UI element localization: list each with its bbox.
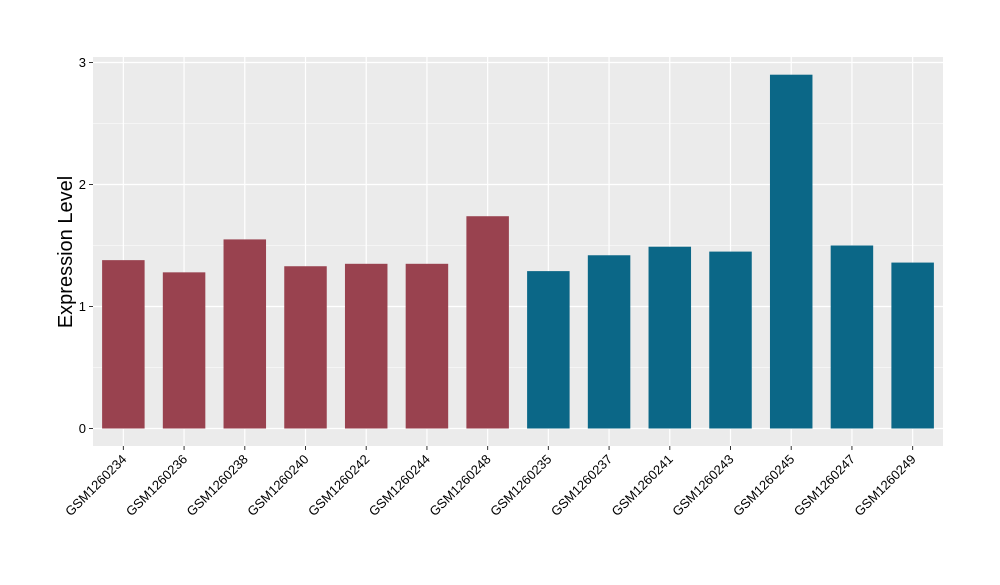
bar-GSM1260240 (284, 266, 327, 429)
bar-GSM1260236 (162, 272, 206, 429)
x-tick-label: GSM1260245 (730, 452, 797, 519)
bar-GSM1260247 (830, 245, 874, 429)
x-tick-label: GSM1260238 (184, 452, 251, 519)
bar-GSM1260249 (891, 262, 934, 429)
x-tick-label: GSM1260236 (123, 452, 190, 519)
x-tick-label: GSM1260244 (366, 452, 433, 519)
x-tick-label: GSM1260235 (487, 452, 554, 519)
bar-GSM1260244 (405, 263, 449, 429)
bars (102, 74, 934, 429)
plot-panel (93, 57, 943, 446)
bar-GSM1260234 (102, 260, 145, 429)
x-tick-label: GSM1260248 (426, 452, 493, 519)
bar-GSM1260248 (466, 216, 509, 429)
x-tick-label: GSM1260247 (791, 452, 858, 519)
x-tick-label: GSM1260249 (851, 452, 918, 519)
bar-GSM1260243 (709, 251, 752, 429)
y-tick-label: 0 (79, 421, 86, 436)
bar-GSM1260245 (769, 74, 813, 429)
x-tick-label: GSM1260242 (305, 452, 372, 519)
y-axis-label: Expression Level (55, 176, 77, 328)
x-tick-label: GSM1260240 (244, 452, 311, 519)
bar-GSM1260235 (527, 271, 570, 429)
x-tick-label: GSM1260243 (669, 452, 736, 519)
x-tick-label: GSM1260241 (609, 452, 676, 519)
y-tick-label: 2 (79, 177, 86, 192)
bar-GSM1260237 (587, 255, 631, 429)
bar-GSM1260242 (344, 263, 388, 429)
x-tick-label: GSM1260237 (548, 452, 615, 519)
y-tick-label: 1 (79, 299, 86, 314)
bar-GSM1260241 (648, 246, 692, 429)
y-tick-label: 3 (79, 55, 86, 70)
bar-GSM1260238 (223, 239, 267, 429)
x-tick-label: GSM1260234 (62, 452, 129, 519)
